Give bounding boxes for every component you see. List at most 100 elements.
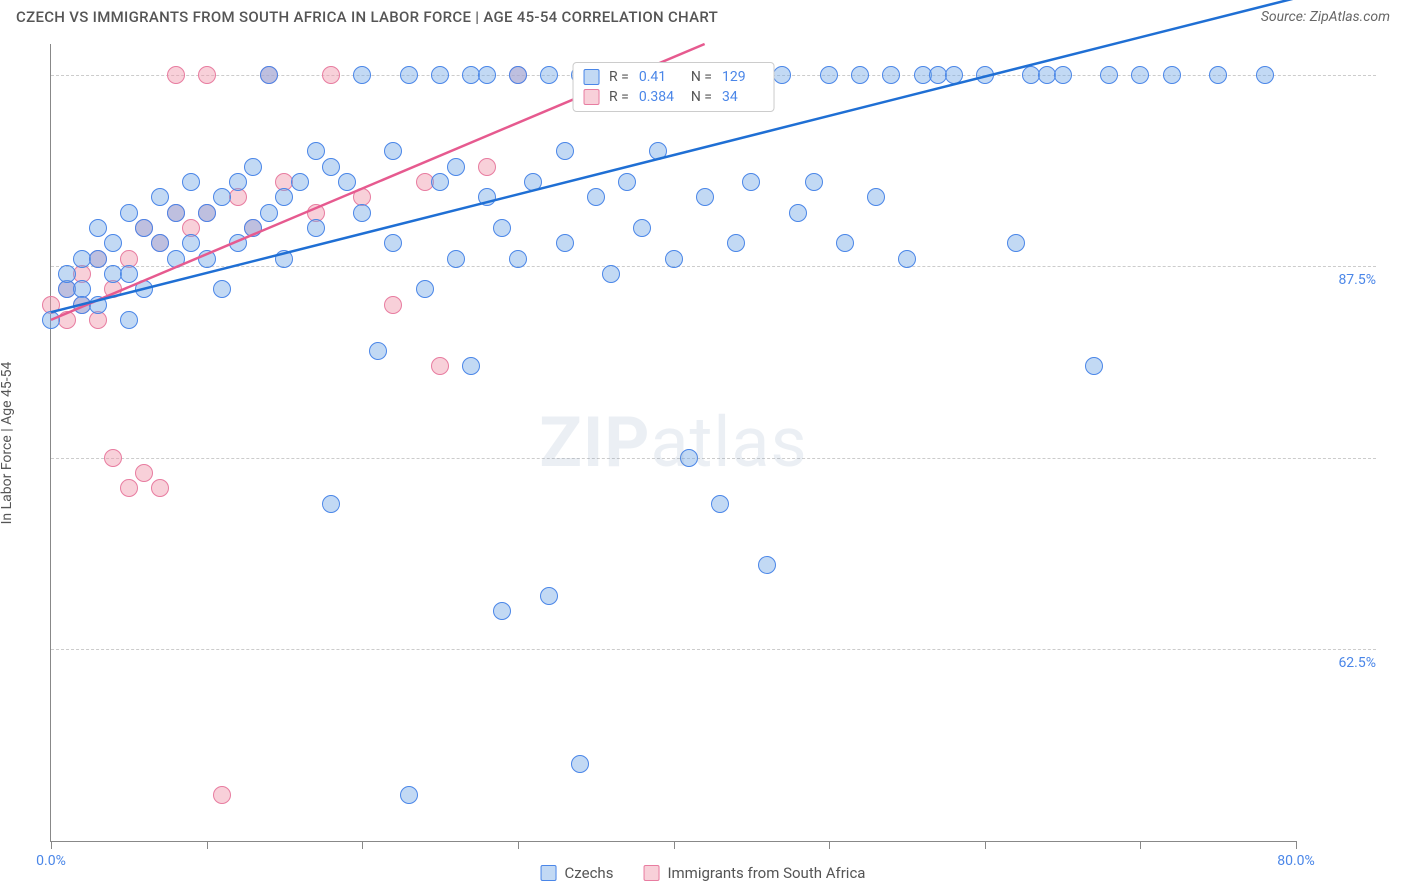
x-tick	[674, 841, 675, 849]
legend-label: Immigrants from South Africa	[667, 864, 865, 882]
data-point-czechs	[1209, 66, 1227, 84]
data-point-immigrants	[213, 786, 231, 804]
data-point-czechs	[462, 357, 480, 375]
data-point-czechs	[291, 173, 309, 191]
data-point-czechs	[229, 173, 247, 191]
data-point-czechs	[400, 786, 418, 804]
data-point-czechs	[509, 250, 527, 268]
data-point-czechs	[1100, 66, 1118, 84]
data-point-czechs	[602, 265, 620, 283]
data-point-czechs	[1054, 66, 1072, 84]
data-point-czechs	[198, 204, 216, 222]
data-point-czechs	[167, 204, 185, 222]
data-point-czechs	[711, 495, 729, 513]
data-point-czechs	[633, 219, 651, 237]
gridline	[51, 458, 1376, 459]
data-point-czechs	[431, 66, 449, 84]
data-point-czechs	[275, 250, 293, 268]
data-point-czechs	[135, 280, 153, 298]
data-point-czechs	[680, 449, 698, 467]
data-point-czechs	[89, 296, 107, 314]
data-point-czechs	[587, 188, 605, 206]
data-point-czechs	[540, 587, 558, 605]
y-tick-label: 62.5%	[1306, 655, 1376, 671]
data-point-czechs	[120, 204, 138, 222]
data-point-czechs	[742, 173, 760, 191]
data-point-czechs	[773, 66, 791, 84]
chart-plot-area: In Labor Force | Age 45-54 62.5%87.5%0.0…	[50, 44, 1296, 842]
x-tick	[1296, 841, 1297, 849]
legend-item-czechs: Czechs	[541, 864, 614, 882]
data-point-immigrants	[104, 449, 122, 467]
data-point-czechs	[789, 204, 807, 222]
swatch-immigrants	[583, 89, 599, 105]
data-point-czechs	[244, 219, 262, 237]
data-point-czechs	[151, 234, 169, 252]
data-point-czechs	[571, 755, 589, 773]
swatch-immigrants-legend	[643, 865, 659, 881]
data-point-czechs	[229, 234, 247, 252]
data-point-czechs	[478, 188, 496, 206]
data-point-czechs	[493, 219, 511, 237]
data-point-czechs	[307, 142, 325, 160]
x-tick	[207, 841, 208, 849]
data-point-czechs	[447, 250, 465, 268]
data-point-czechs	[556, 234, 574, 252]
data-point-czechs	[213, 280, 231, 298]
data-point-immigrants	[431, 357, 449, 375]
data-point-czechs	[353, 66, 371, 84]
data-point-czechs	[1085, 357, 1103, 375]
legend-label: Czechs	[565, 864, 614, 882]
data-point-czechs	[135, 219, 153, 237]
data-point-czechs	[665, 250, 683, 268]
data-point-immigrants	[229, 188, 247, 206]
data-point-czechs	[431, 173, 449, 191]
chart-title: CZECH VS IMMIGRANTS FROM SOUTH AFRICA IN…	[16, 8, 718, 26]
data-point-czechs	[369, 342, 387, 360]
stats-row-immigrants: R = 0.384 N = 34	[583, 87, 764, 107]
data-point-czechs	[120, 311, 138, 329]
data-point-immigrants	[120, 479, 138, 497]
stats-row-czechs: R = 0.41 N = 129	[583, 67, 764, 87]
gridline	[51, 649, 1376, 650]
data-point-czechs	[244, 158, 262, 176]
data-point-czechs	[167, 250, 185, 268]
data-point-czechs	[353, 204, 371, 222]
data-point-czechs	[976, 66, 994, 84]
data-point-czechs	[758, 556, 776, 574]
data-point-immigrants	[104, 280, 122, 298]
data-point-czechs	[447, 158, 465, 176]
correlation-stats-box: R = 0.41 N = 129 R = 0.384 N = 34	[572, 62, 775, 112]
y-tick-label: 87.5%	[1306, 272, 1376, 288]
gridline	[51, 266, 1376, 267]
data-point-czechs	[384, 234, 402, 252]
data-point-czechs	[213, 188, 231, 206]
source-attribution: Source: ZipAtlas.com	[1261, 9, 1390, 25]
x-tick	[51, 841, 52, 849]
data-point-czechs	[416, 280, 434, 298]
data-point-czechs	[820, 66, 838, 84]
data-point-czechs	[198, 250, 216, 268]
legend-item-immigrants: Immigrants from South Africa	[643, 864, 865, 882]
swatch-czechs-legend	[541, 865, 557, 881]
legend: Czechs Immigrants from South Africa	[541, 864, 866, 882]
data-point-czechs	[338, 173, 356, 191]
data-point-czechs	[384, 142, 402, 160]
data-point-czechs	[260, 204, 278, 222]
data-point-czechs	[275, 188, 293, 206]
data-point-czechs	[307, 219, 325, 237]
data-point-czechs	[509, 66, 527, 84]
x-tick	[829, 841, 830, 849]
data-point-immigrants	[198, 66, 216, 84]
data-point-czechs	[898, 250, 916, 268]
data-point-czechs	[42, 311, 60, 329]
data-point-czechs	[524, 173, 542, 191]
data-point-czechs	[1163, 66, 1181, 84]
data-point-czechs	[649, 142, 667, 160]
data-point-immigrants	[89, 311, 107, 329]
data-point-czechs	[618, 173, 636, 191]
data-point-czechs	[867, 188, 885, 206]
data-point-immigrants	[384, 296, 402, 314]
data-point-czechs	[260, 66, 278, 84]
data-point-czechs	[151, 188, 169, 206]
